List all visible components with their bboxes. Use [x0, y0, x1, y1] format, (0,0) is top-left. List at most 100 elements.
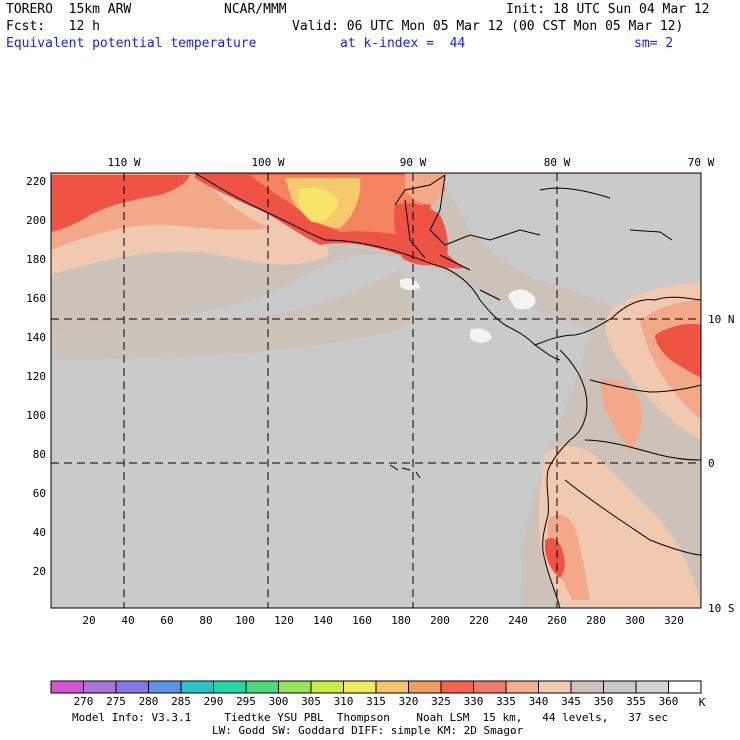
salmon-colombia	[600, 378, 642, 450]
border-central-america	[404, 199, 501, 301]
border-andes	[564, 379, 702, 556]
y-tick: 20	[33, 565, 46, 578]
colorbar-tick-label: 345	[561, 695, 581, 708]
colorbar-tick-label: 310	[334, 695, 354, 708]
x-tick: 140	[313, 614, 333, 627]
y-tick: 120	[26, 370, 46, 383]
colorbar-swatch	[375, 680, 409, 694]
x-tick: 220	[469, 614, 489, 627]
colorbar-swatch	[180, 680, 214, 694]
x-tick: 180	[391, 614, 411, 627]
colorbar-swatch	[538, 680, 572, 694]
y-tick: 160	[26, 292, 46, 305]
model-title: TORERO 15km ARW	[6, 2, 132, 17]
x-tick: 100	[235, 614, 255, 627]
left-axis: 220 200 180 160 140 120 100 80 60 40 20	[26, 175, 46, 578]
colorbar-tick-label: 270	[74, 695, 94, 708]
coastline-colombia	[542, 349, 588, 609]
eastern-pacific-band	[51, 270, 415, 360]
lon-label: 90 W	[400, 156, 427, 169]
colorbar-tick-label: 355	[626, 695, 646, 708]
x-tick: 80	[199, 614, 212, 627]
colorbar-unit: K	[699, 696, 706, 709]
caribbean-gray-region	[440, 175, 701, 310]
colorbar-swatch	[310, 680, 344, 694]
y-tick: 180	[26, 253, 46, 266]
lat-label: 10 S	[708, 602, 735, 615]
white-patch-2	[470, 328, 492, 343]
island-galapagos	[389, 464, 421, 479]
coastline-caribbean-sa	[611, 296, 702, 319]
colorbar-tick-label: 340	[529, 695, 549, 708]
valid-time: Valid: 06 UTC Mon 05 Mar 12 (00 CST Mon …	[292, 19, 684, 34]
lon-label: 100 W	[251, 156, 284, 169]
level-label: at k-index = 44	[340, 36, 466, 51]
x-tick: 40	[121, 614, 134, 627]
colorbar-swatch	[148, 680, 182, 694]
right-latitude-axis: 10 N 0 10 S	[708, 313, 735, 615]
colorbar-swatch	[245, 680, 279, 694]
lon-label: 80 W	[544, 156, 571, 169]
bottom-axis: 20 40 60 80 100 120 140 160 180 200 220 …	[82, 614, 684, 627]
init-time: Init: 18 UTC Sun 04 Mar 12	[506, 2, 710, 17]
x-tick: 20	[82, 614, 95, 627]
top-longitude-axis: 110 W 100 W 90 W 80 W 70 W	[107, 156, 714, 169]
colorbar-swatch	[278, 680, 312, 694]
y-tick: 80	[33, 448, 46, 461]
lat-label: 10 N	[708, 313, 735, 326]
lon-label: 70 W	[688, 156, 715, 169]
colorbar-tick-label: 285	[171, 695, 191, 708]
colorbar-tick-label: 280	[139, 695, 159, 708]
colorbar-swatch	[213, 680, 247, 694]
yellow-peak	[297, 187, 338, 223]
x-tick: 320	[664, 614, 684, 627]
lat-label: 0	[708, 457, 715, 470]
x-tick: 240	[508, 614, 528, 627]
colorbar-swatch	[50, 680, 84, 694]
island-hispaniola	[629, 229, 673, 241]
colorbar-tick-label: 320	[399, 695, 419, 708]
coastlines	[194, 172, 702, 609]
physics-info: LW: Godd SW: Goddard DIFF: simple KM: 2D…	[212, 724, 524, 737]
colorbar-tick-label: 350	[594, 695, 614, 708]
colorbar-tick-label: 325	[431, 695, 451, 708]
x-tick: 280	[586, 614, 606, 627]
smoothing-label: sm= 2	[634, 36, 674, 51]
colorbar-tick-label: 335	[496, 695, 516, 708]
graticule	[51, 173, 701, 608]
y-tick: 140	[26, 331, 46, 344]
coastline-yucatan	[394, 174, 541, 246]
white-patch-1	[508, 289, 536, 310]
colorbar-tick-label: 360	[659, 695, 679, 708]
x-tick: 200	[430, 614, 450, 627]
plot-frame	[50, 172, 702, 609]
colorbar-tick-label: 315	[366, 695, 386, 708]
y-tick: 220	[26, 175, 46, 188]
coastline-panama	[534, 317, 613, 346]
colorbar	[50, 680, 702, 694]
red-peru-coast	[545, 538, 565, 578]
coastline-mexico	[194, 172, 561, 361]
lon-label: 110 W	[107, 156, 140, 169]
colorbar-labels: 270 275 280 285 290 295 300 305 310 315 320 325 330 3…	[74, 695, 679, 708]
island-cuba	[539, 187, 611, 199]
x-tick: 260	[547, 614, 567, 627]
colorbar-swatch	[343, 680, 377, 694]
salmon-peru	[548, 514, 590, 600]
y-tick: 40	[33, 526, 46, 539]
model-info: Model Info: V3.3.1 Tiedtke YSU PBL Thomp…	[72, 711, 669, 724]
x-tick: 160	[352, 614, 372, 627]
red-band-northwest	[51, 175, 190, 232]
x-tick: 120	[274, 614, 294, 627]
colorbar-swatch	[603, 680, 637, 694]
y-tick: 100	[26, 409, 46, 422]
y-tick: 60	[33, 487, 46, 500]
colorbar-swatch	[668, 680, 702, 694]
center-label: NCAR/MMM	[224, 2, 287, 17]
colorbar-swatch	[570, 680, 604, 694]
x-tick: 60	[160, 614, 173, 627]
colorbar-tick-label: 275	[106, 695, 126, 708]
colorbar-tick-label: 305	[301, 695, 321, 708]
colorbar-swatch	[408, 680, 442, 694]
